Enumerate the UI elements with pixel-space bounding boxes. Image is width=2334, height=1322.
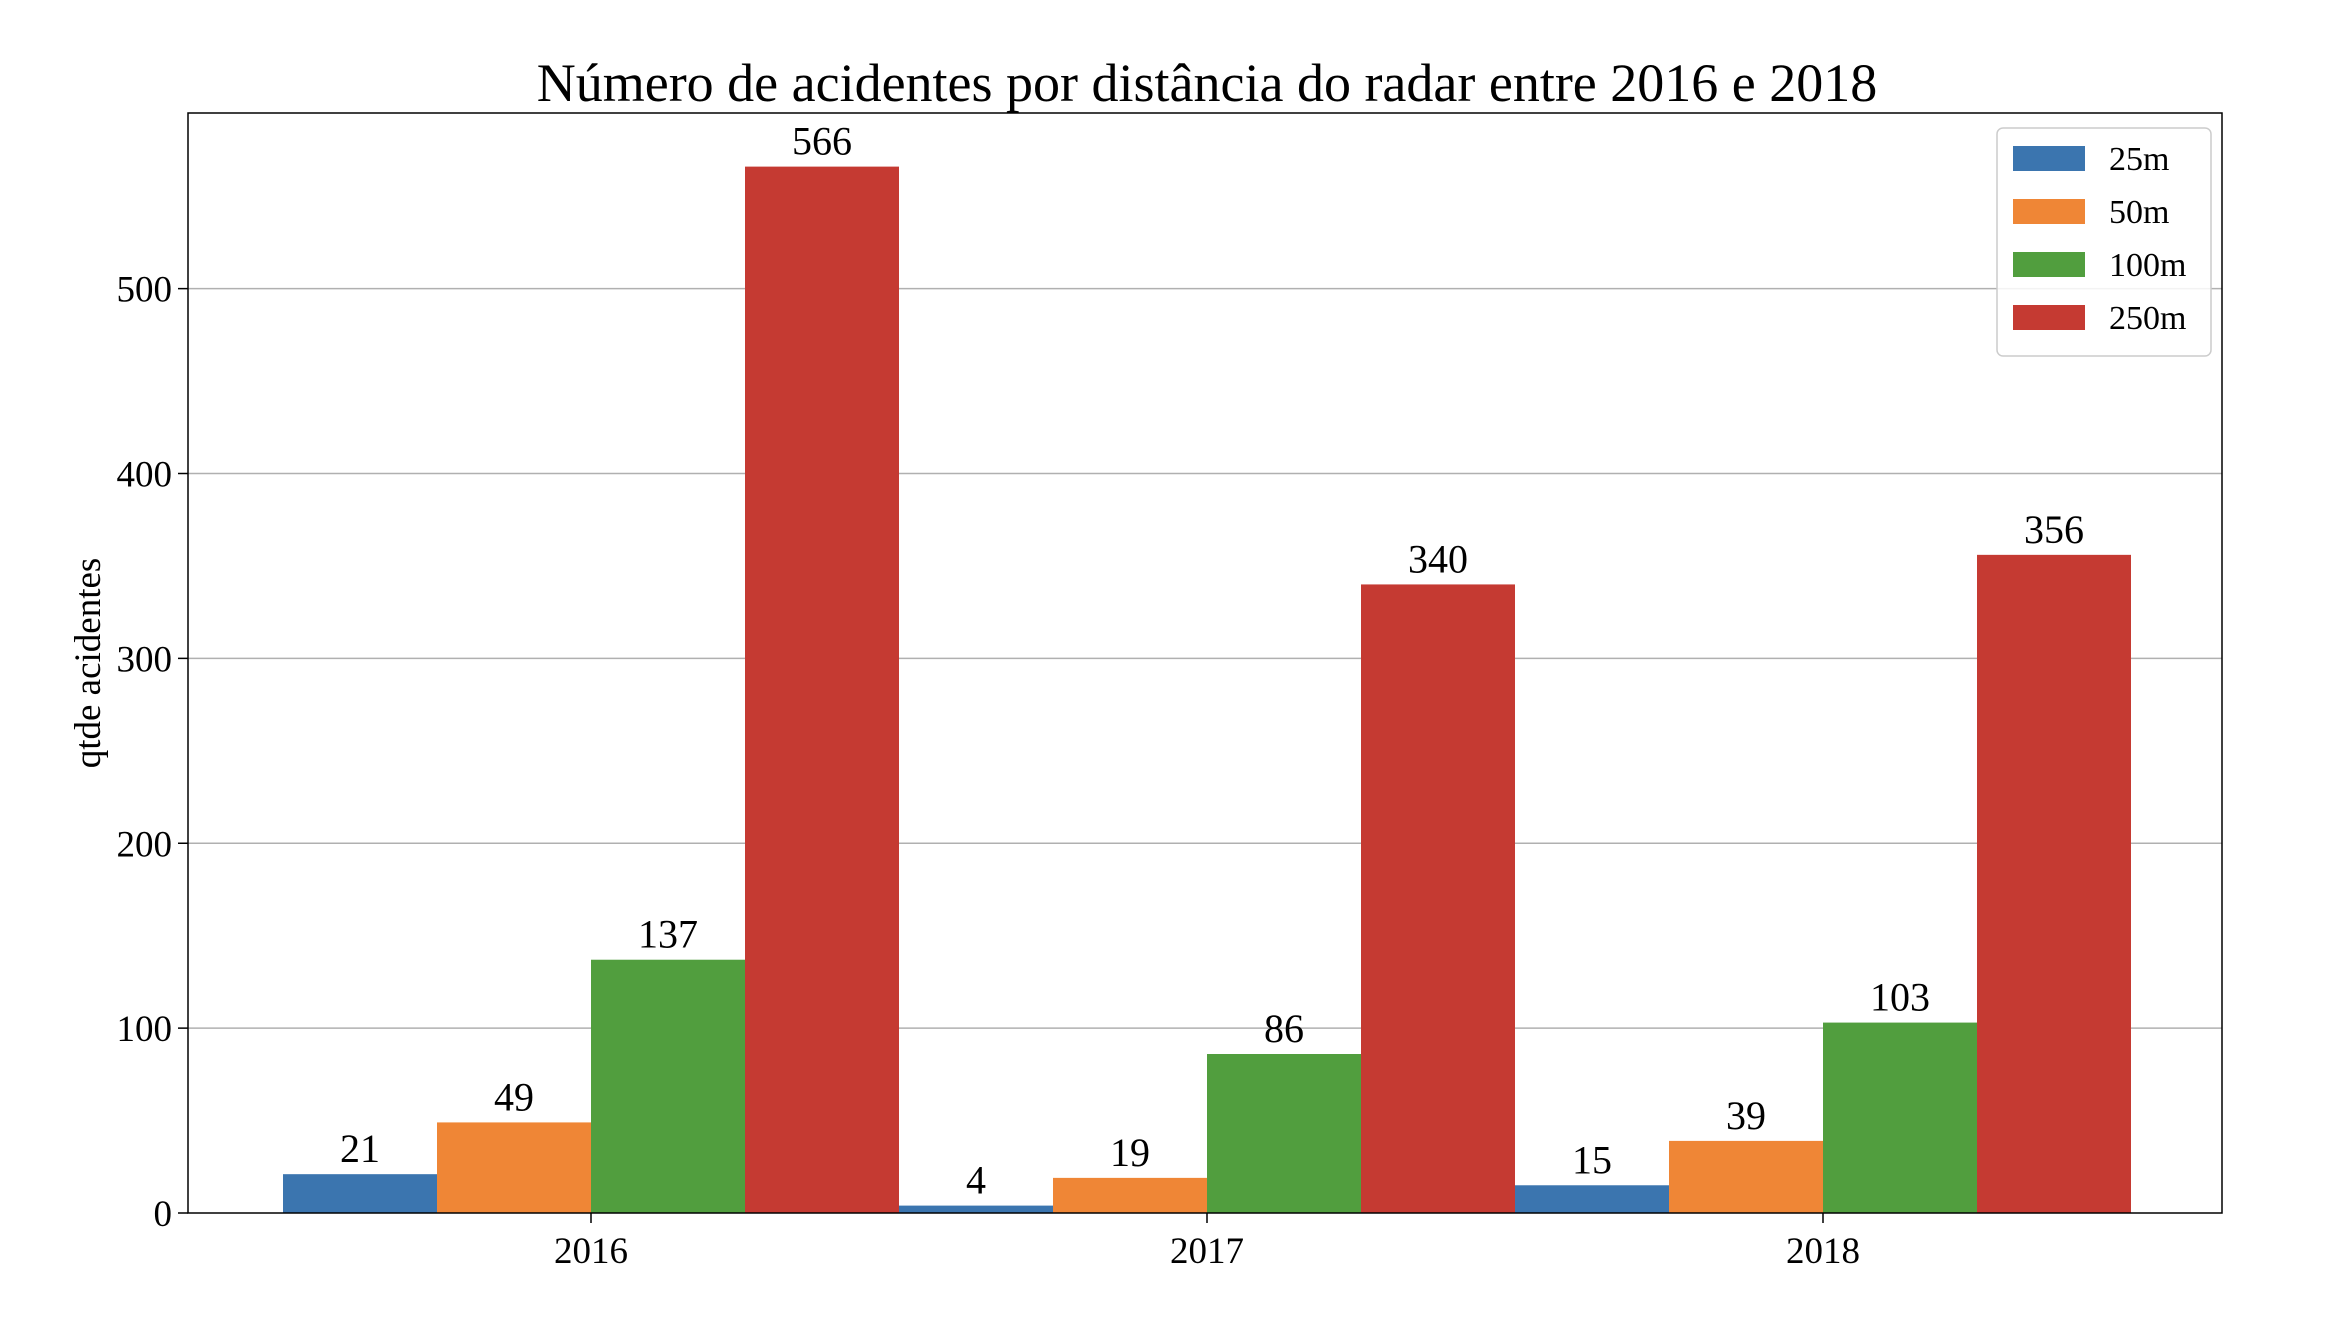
bar-100m-2018 (1823, 1022, 1977, 1213)
legend-label: 50m (2109, 194, 2169, 231)
legend-frame (1996, 127, 2212, 357)
data-label: 356 (2024, 507, 2084, 552)
y-tick-label: 200 (117, 824, 173, 865)
data-label: 137 (638, 912, 698, 957)
bar-50m-2017 (1053, 1177, 1207, 1213)
bar-25m-2017 (899, 1205, 1053, 1213)
x-tick-label: 2018 (1786, 1231, 1860, 1272)
data-label: 4 (966, 1158, 986, 1203)
y-axis: 0 100 200 300 400 500 (117, 270, 188, 1235)
data-labels: 21 4 15 49 19 39 137 86 103 566 340 356 (340, 119, 2084, 1203)
bar-100m-2016 (591, 959, 745, 1213)
x-axis: 2016 2017 2018 (554, 1213, 1860, 1272)
data-label: 15 (1572, 1137, 1612, 1182)
y-tick-label: 400 (117, 455, 173, 496)
x-tick-label: 2016 (554, 1231, 628, 1272)
bar-250m-2018 (1977, 554, 2131, 1213)
chart-title: Número de acidentes por distância do rad… (537, 53, 1878, 113)
bar-250m-2016 (745, 166, 899, 1214)
data-label: 39 (1726, 1093, 1766, 1138)
legend-swatch (2013, 252, 2085, 277)
y-tick-label: 100 (117, 1009, 173, 1050)
plot-frame (187, 112, 2223, 1214)
legend-label: 100m (2109, 247, 2186, 284)
y-tick-label: 0 (154, 1194, 173, 1235)
bar-50m-2018 (1669, 1140, 1823, 1213)
legend-label: 250m (2109, 300, 2186, 337)
gridlines (188, 287, 2222, 1029)
data-label: 103 (1870, 975, 1930, 1020)
bar-25m-2018 (1515, 1185, 1669, 1213)
data-label: 340 (1408, 536, 1468, 581)
bar-50m-2016 (437, 1122, 591, 1213)
legend-label: 25m (2109, 141, 2169, 178)
bar-250m-2017 (1361, 584, 1515, 1213)
data-label: 566 (792, 119, 852, 164)
bars (283, 166, 2131, 1214)
legend-swatch (2013, 146, 2085, 171)
y-tick-label: 500 (117, 270, 173, 311)
bar-25m-2016 (283, 1174, 437, 1213)
legend-swatch (2013, 199, 2085, 224)
data-label: 49 (494, 1074, 534, 1119)
data-label: 86 (1264, 1006, 1304, 1051)
y-axis-label: qtde acidentes (68, 558, 109, 769)
data-label: 19 (1110, 1130, 1150, 1175)
data-label: 21 (340, 1126, 380, 1171)
x-tick-label: 2017 (1170, 1231, 1244, 1272)
legend: 25m 50m 100m 250m (1996, 127, 2212, 357)
bar-100m-2017 (1207, 1054, 1361, 1213)
y-tick-label: 300 (117, 639, 173, 680)
legend-swatch (2013, 305, 2085, 330)
